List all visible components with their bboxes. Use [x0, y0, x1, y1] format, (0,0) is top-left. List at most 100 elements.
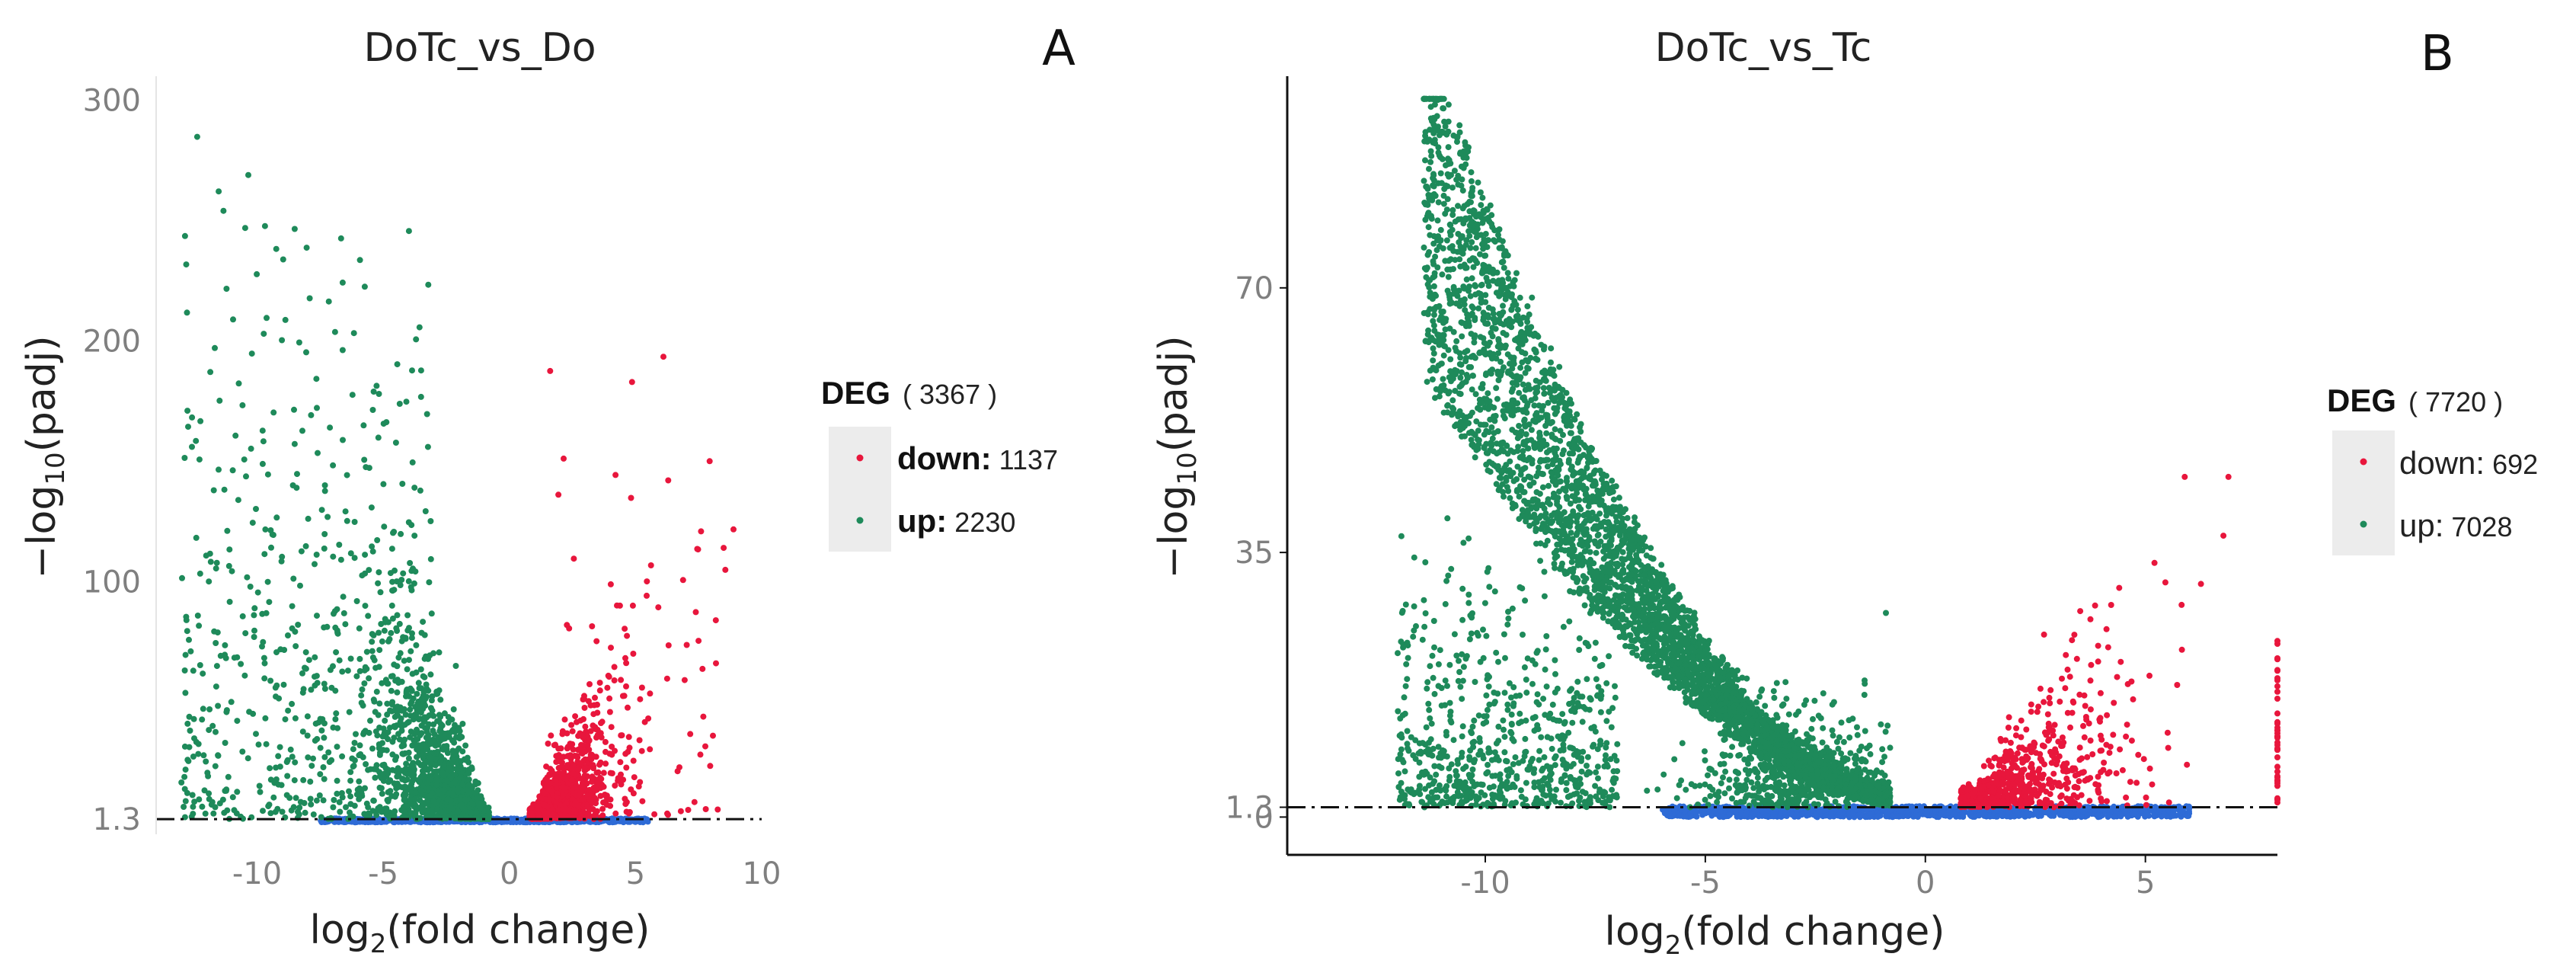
up-point: [387, 570, 394, 577]
up-point: [399, 776, 406, 782]
up-point: [422, 696, 429, 702]
up-point: [454, 767, 461, 774]
up-point: [193, 133, 200, 140]
up-point: [426, 776, 433, 783]
up-point: [336, 542, 343, 548]
down-point: [614, 602, 620, 609]
up-point: [361, 283, 368, 290]
up-point: [414, 700, 421, 707]
up-point: [449, 727, 455, 734]
down-point: [528, 810, 535, 817]
up-point: [339, 347, 346, 354]
up-point: [349, 392, 356, 398]
up-point: [181, 804, 187, 810]
up-point: [369, 638, 376, 645]
down-point: [566, 625, 573, 632]
up-point: [339, 668, 346, 675]
up-point: [416, 779, 423, 786]
up-point: [427, 518, 434, 524]
up-point: [382, 619, 388, 626]
up-point: [183, 261, 190, 268]
up-point: [375, 434, 382, 441]
up-point: [340, 610, 347, 616]
y-tick-label-a: 200: [83, 324, 141, 359]
up-point: [423, 758, 430, 765]
down-point: [710, 732, 716, 739]
up-point: [452, 814, 459, 821]
up-point: [330, 804, 337, 811]
down-point: [713, 660, 719, 667]
up-point: [391, 723, 398, 730]
up-point: [380, 481, 387, 488]
up-point: [314, 736, 321, 742]
down-point: [625, 734, 632, 741]
down-point: [639, 798, 646, 805]
up-point: [365, 613, 372, 619]
up-point: [273, 682, 280, 689]
up-point: [320, 764, 327, 770]
up-point: [251, 634, 257, 640]
up-point: [196, 456, 203, 463]
up-point: [179, 574, 185, 581]
up-point: [325, 749, 332, 756]
down-point: [560, 792, 567, 798]
up-point: [289, 603, 296, 610]
up-point: [408, 687, 415, 694]
up-point: [339, 279, 346, 286]
up-point: [407, 706, 414, 713]
up-point: [308, 801, 315, 808]
up-point: [267, 677, 274, 684]
x-ticks-a: -10 -5 0 5 10: [232, 856, 781, 891]
up-point: [330, 724, 337, 731]
up-point: [230, 316, 236, 323]
up-point: [182, 690, 189, 696]
up-point: [181, 455, 188, 461]
up-point: [337, 235, 344, 242]
down-point: [580, 715, 586, 722]
up-point: [303, 245, 310, 251]
down-point: [691, 798, 698, 805]
up-point: [249, 520, 256, 526]
up-point: [232, 432, 239, 439]
up-point: [423, 681, 430, 688]
down-point: [596, 680, 603, 686]
down-point: [597, 759, 604, 766]
up-point: [440, 786, 447, 793]
up-point: [362, 603, 369, 610]
up-point: [394, 689, 401, 696]
up-point: [399, 750, 406, 757]
up-point: [190, 667, 197, 674]
up-point: [337, 808, 344, 815]
up-point: [184, 757, 191, 763]
panel-label-b: B: [2421, 26, 2454, 82]
down-point: [558, 770, 565, 777]
up-point: [385, 779, 392, 786]
up-point: [312, 720, 319, 727]
down-point: [618, 677, 625, 683]
up-point: [294, 471, 300, 478]
up-point: [307, 795, 314, 802]
down-point: [569, 776, 575, 783]
up-point: [235, 497, 241, 504]
down-point: [535, 811, 542, 818]
up-point: [321, 488, 328, 494]
up-point: [282, 716, 289, 723]
up-point: [356, 625, 363, 632]
down-point: [611, 677, 618, 683]
up-point: [310, 755, 316, 762]
down-point: [612, 782, 618, 789]
up-point: [200, 670, 206, 677]
down-point: [641, 718, 648, 725]
up-point: [291, 406, 297, 413]
up-point: [313, 552, 320, 558]
up-point: [203, 758, 209, 765]
up-point: [430, 728, 436, 734]
up-point: [379, 790, 385, 797]
down-point: [552, 781, 559, 788]
up-point: [394, 612, 401, 619]
up-point: [426, 579, 433, 586]
legend-item-up-a: up: 2230: [897, 503, 1015, 539]
up-point: [256, 782, 263, 789]
up-point: [213, 640, 219, 646]
up-point: [184, 408, 191, 414]
